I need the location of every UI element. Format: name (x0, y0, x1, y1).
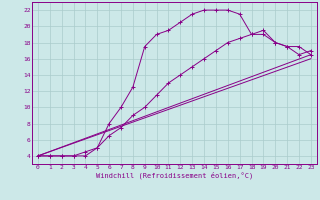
X-axis label: Windchill (Refroidissement éolien,°C): Windchill (Refroidissement éolien,°C) (96, 172, 253, 179)
